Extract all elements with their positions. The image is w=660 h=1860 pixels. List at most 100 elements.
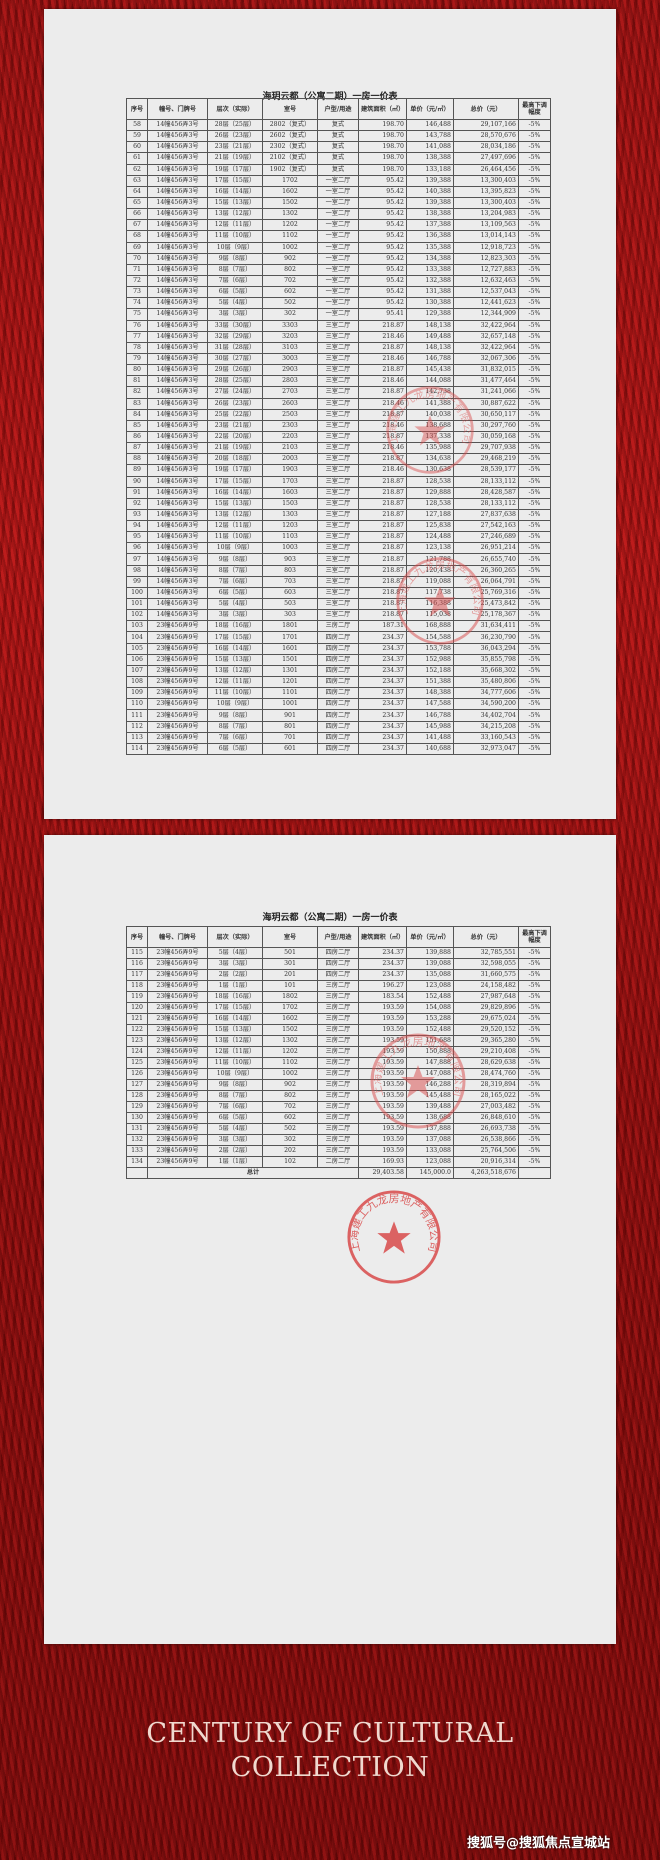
- table-cell: 29,675,024: [453, 1013, 519, 1025]
- table-row: 112 23幢456弄9号 8层（7层） 801 四房二厅 234.37 145,988 34…: [126, 720, 551, 733]
- table-cell: 23幢456弄9号: [147, 1145, 208, 1157]
- table-cell: 1101: [262, 687, 318, 700]
- table-cell: 14幢456弄3号: [147, 464, 208, 477]
- table-cell: 一室二厅: [317, 274, 359, 288]
- table-cell: 12层（11层）: [207, 676, 263, 689]
- table-cell: 16层（14层）: [207, 1013, 263, 1025]
- table-cell: 2303: [262, 419, 318, 432]
- table-cell: 123,138: [406, 542, 454, 555]
- table-cell: 23幢456弄9号: [147, 1057, 208, 1069]
- table-cell: 9层（8层）: [207, 1079, 263, 1091]
- table-cell: 17层（15层）: [207, 475, 263, 488]
- table-row: 61 14幢456弄3号 21层（19层） 2102（复式） 复式 198.70 138,3…: [126, 152, 551, 165]
- table-cell: 503: [262, 598, 318, 611]
- column-header: 幢号、门牌号: [147, 98, 208, 120]
- table-cell: 四房二厅: [317, 698, 359, 711]
- table-row: 121 23幢456弄9号 16层（14层） 1602 三房二厅 193.59 153,28…: [126, 1013, 551, 1025]
- table-cell: 218.87: [358, 564, 407, 577]
- column-header: 户型/用途: [317, 926, 359, 948]
- table-cell: 193.59: [358, 1002, 407, 1014]
- table-cell: 2802（复式）: [262, 118, 318, 132]
- table-cell: 2203: [262, 430, 318, 444]
- table-cell: 10层（9层）: [207, 698, 263, 711]
- table-cell: 四房二厅: [317, 742, 359, 756]
- table-cell: 218.46: [358, 397, 407, 410]
- table-cell: 100: [126, 586, 148, 600]
- table-cell: 1202: [262, 219, 318, 232]
- table-cell: 152,188: [406, 664, 454, 678]
- table-cell: 198.70: [358, 152, 407, 165]
- table-cell: 14幢456弄3号: [147, 564, 208, 577]
- table-cell: 58: [126, 118, 148, 132]
- table-row: 129 23幢456弄9号 7层（6层） 702 三房二厅 193.59 139,488 27…: [126, 1101, 551, 1113]
- table-cell: 1001: [262, 698, 318, 711]
- table-cell: 67: [126, 219, 148, 232]
- table-row: 68 14幢456弄3号 11层（10层） 1102 一室二厅 95.42 136,388 1…: [126, 230, 551, 243]
- table-row: 80 14幢456弄3号 29层（26层） 2903 三室二厅 218.87 145,438…: [126, 364, 551, 377]
- table-row: 115 23幢456弄9号 5层（4层） 501 四房二厅 234.37 139,888 32…: [126, 947, 551, 959]
- table-cell: 复式: [317, 163, 359, 176]
- table-cell: 26,360,265: [453, 564, 519, 577]
- table-cell: 145,488: [406, 1090, 454, 1102]
- table-cell: 30,297,760: [453, 419, 519, 432]
- table-row: 83 14幢456弄3号 26层（23层） 2603 三室二厅 218.46 141,388…: [126, 397, 551, 410]
- table-cell: 22层（20层）: [207, 430, 263, 444]
- table-cell: 129,388: [406, 308, 454, 321]
- table-cell: -5%: [518, 598, 551, 611]
- table-cell: 三室二厅: [317, 442, 359, 455]
- table-cell: 14幢456弄3号: [147, 508, 208, 522]
- table-cell: 193.59: [358, 1079, 407, 1091]
- table-cell: -5%: [518, 1134, 551, 1146]
- table-cell: 25层（22层）: [207, 408, 263, 421]
- table-cell: 109: [126, 687, 148, 700]
- table-cell: 1302: [262, 208, 318, 221]
- table-cell: 95.41: [358, 308, 407, 321]
- table-cell: 23幢456弄9号: [147, 1134, 208, 1146]
- table-row: 120 23幢456弄9号 17层（15层） 1702 三房二厅 193.59 154,08…: [126, 1002, 551, 1014]
- total-price: 4,263,518,676: [453, 1167, 519, 1179]
- table-cell: 3003: [262, 352, 318, 366]
- table-cell: 110: [126, 698, 148, 711]
- table-cell: 三室二厅: [317, 453, 359, 466]
- table-cell: 135,388: [406, 241, 454, 254]
- table-cell: 139,888: [406, 947, 454, 959]
- table-cell: 三室二厅: [317, 475, 359, 488]
- table-cell: -5%: [518, 196, 551, 210]
- table-cell: 64: [126, 185, 148, 198]
- table-cell: -5%: [518, 980, 551, 992]
- table-cell: 85: [126, 419, 148, 432]
- table-header: 序号 幢号、门牌号 层次（实际） 室号 户型/用途 建筑面积（㎡） 单价（元/㎡） 总价（元）…: [126, 926, 551, 948]
- table-cell: 3层（3层）: [207, 308, 263, 321]
- table-cell: 128: [126, 1090, 148, 1102]
- table-cell: 301: [262, 958, 318, 970]
- table-cell: 14幢456弄3号: [147, 531, 208, 544]
- table-cell: 三室二厅: [317, 330, 359, 343]
- table-cell: 1003: [262, 542, 318, 555]
- table-cell: 8层（7层）: [207, 720, 263, 733]
- table-cell: 30,650,117: [453, 408, 519, 421]
- table-cell: 23幢456弄9号: [147, 1013, 208, 1025]
- table-row: 132 23幢456弄9号 3层（3层） 302 三房二厅 193.59 137,088 26…: [126, 1134, 551, 1146]
- table-cell: 13,014,143: [453, 230, 519, 243]
- table-cell: 120: [126, 1002, 148, 1014]
- column-header: 序号: [126, 926, 148, 948]
- table-cell: 25,473,842: [453, 598, 519, 611]
- table-cell: 218.87: [358, 575, 407, 588]
- table-cell: 14幢456弄3号: [147, 274, 208, 288]
- table-cell: -5%: [518, 620, 551, 633]
- table-cell: 30,059,168: [453, 430, 519, 444]
- table-cell: 三室二厅: [317, 575, 359, 588]
- table-cell: 95.42: [358, 286, 407, 299]
- table-cell: 三房二厅: [317, 1079, 359, 1091]
- table-cell: 302: [262, 308, 318, 321]
- table-cell: 32,598,055: [453, 958, 519, 970]
- table-cell: 24,158,482: [453, 980, 519, 992]
- table-cell: 151,388: [406, 676, 454, 689]
- table-cell: 17层（15层）: [207, 631, 263, 644]
- table-cell: 1702: [262, 1002, 318, 1014]
- table-cell: 17层（15层）: [207, 1002, 263, 1014]
- table-cell: 105: [126, 642, 148, 655]
- table-cell: -5%: [518, 185, 551, 198]
- table-cell: 134: [126, 1156, 148, 1168]
- table-cell: -5%: [518, 475, 551, 488]
